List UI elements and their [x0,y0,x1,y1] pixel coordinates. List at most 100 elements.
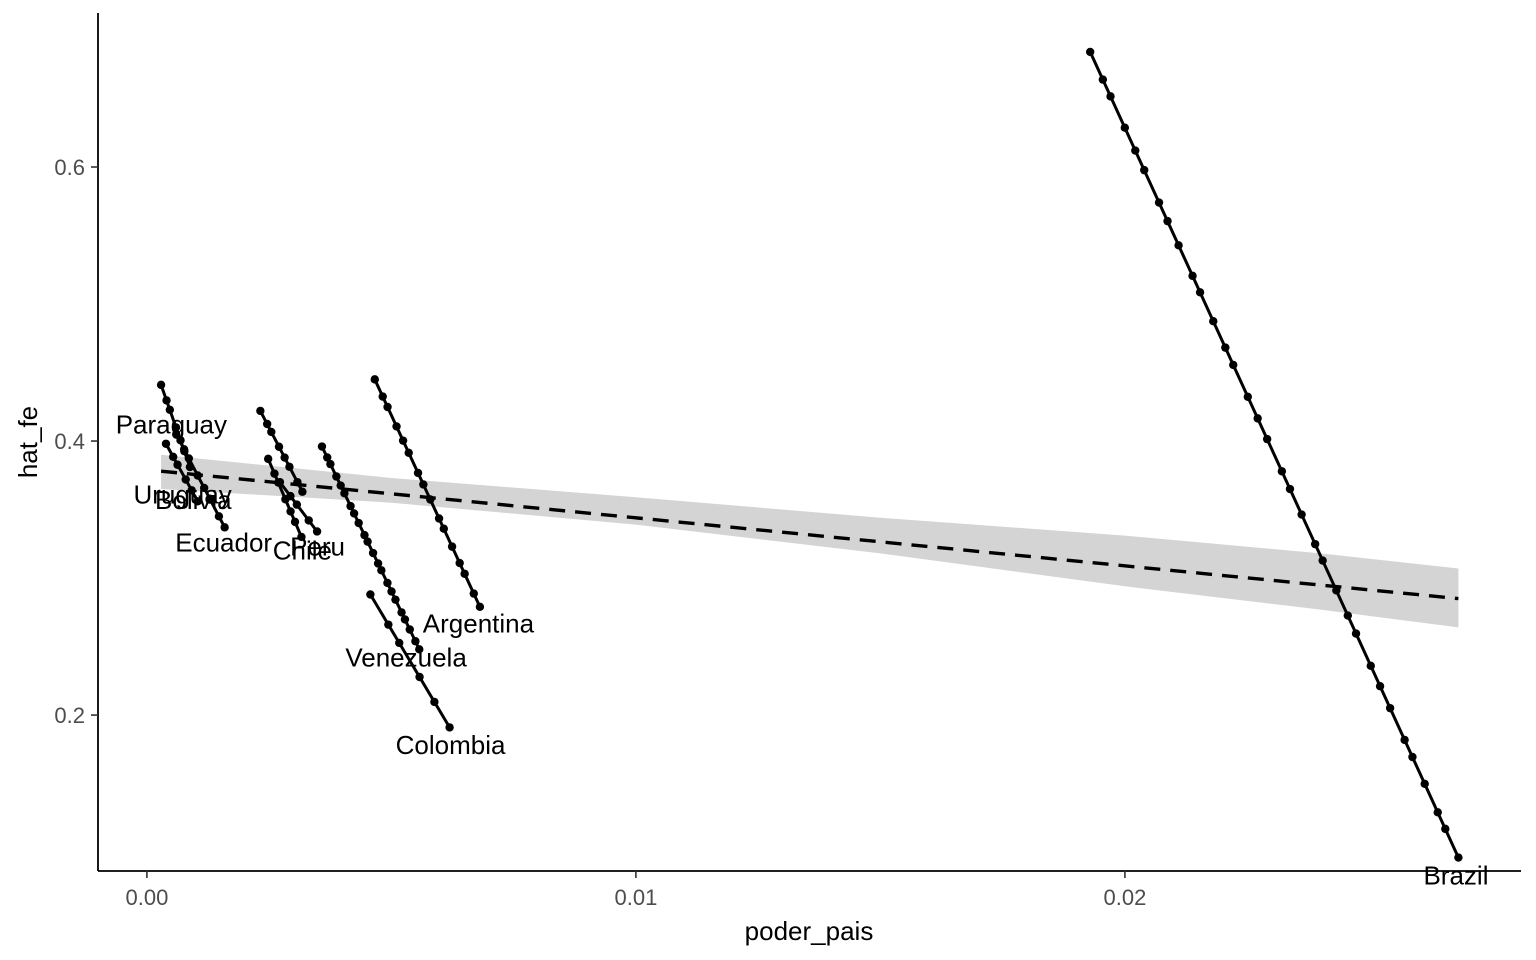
y-tick-label: 0.6 [54,155,85,180]
data-point-argentina [413,468,423,478]
data-point-venezuela [346,501,355,511]
data-point-uruguay [168,452,178,462]
data-point-brazil [1441,824,1450,834]
x-tick-label: 0.02 [1103,885,1146,910]
data-point-venezuela [405,625,414,634]
data-point-brazil [1297,510,1306,519]
data-point-venezuela [340,489,349,498]
data-point-brazil [1098,75,1108,84]
data-point-peru [312,527,322,536]
series-ecuador [256,406,307,496]
series-uruguay [161,439,202,506]
trend-line-layer [160,469,1459,601]
data-point-venezuela [397,608,406,617]
data-point-venezuela [373,559,383,568]
data-point-colombia [384,620,393,629]
data-point-bolivia [214,512,224,521]
data-point-chile [297,532,306,542]
confidence-ribbon-layer [161,454,1459,628]
data-point-brazil [1433,808,1442,817]
data-point-ecuador [262,419,272,429]
country-label-uruguay: Uruguay [133,479,231,509]
data-point-colombia [430,697,439,707]
data-point-argentina [439,524,448,533]
country-label-peru: Peru [290,532,345,562]
data-point-brazil [1163,216,1172,226]
data-point-brazil [1351,629,1361,638]
data-point-peru [292,500,302,509]
data-point-argentina [447,542,457,551]
data-point-brazil [1420,779,1429,789]
data-point-brazil [1140,165,1149,175]
data-point-argentina [455,558,464,568]
data-point-brazil [1277,467,1287,476]
data-point-venezuela [363,537,372,546]
data-point-ecuador [280,453,289,462]
series-colombia [366,590,454,732]
data-point-colombia [415,672,424,682]
data-point-argentina [383,402,392,412]
data-point-bolivia [184,454,194,463]
data-point-paraguay [171,423,181,432]
data-point-brazil [1262,434,1272,444]
data-point-venezuela [326,459,335,469]
data-point-venezuela [415,645,424,654]
data-point-argentina [404,448,413,458]
data-point-brazil [1209,316,1218,326]
data-point-paraguay [156,380,166,390]
data-point-venezuela [323,453,332,462]
series-argentina [370,375,485,612]
data-point-ecuador [298,487,307,496]
data-point-brazil [1454,853,1463,862]
data-point-brazil [1375,681,1385,691]
series-venezuela [317,442,424,654]
data-point-bolivia [172,429,181,439]
data-point-venezuela [360,530,369,540]
data-point-uruguay [181,475,190,484]
data-point-venezuela [387,587,396,596]
data-point-peru [286,491,295,501]
data-point-brazil [1154,198,1164,207]
data-point-brazil [1120,123,1130,132]
series-bolivia [172,429,229,532]
data-point-venezuela [383,578,392,588]
data-point-ecuador [256,406,265,416]
trend-line [160,469,1459,601]
series-line-argentina [373,377,482,609]
data-point-brazil [1408,752,1417,762]
data-point-peru [304,516,313,525]
data-point-paraguay [165,405,175,415]
y-axis-title: hat_fe [13,406,43,478]
data-point-brazil [1174,241,1183,250]
data-point-ecuador [267,427,276,437]
data-point-argentina [392,422,401,431]
data-point-brazil [1253,414,1262,423]
data-point-venezuela [349,509,359,518]
data-point-venezuela [368,548,378,558]
data-point-bolivia [179,445,189,454]
data-point-chile [290,517,300,527]
x-tick-label: 0.01 [614,885,657,910]
country-label-paraguay: Paraguay [116,410,227,440]
data-point-paraguay [162,396,171,405]
data-point-colombia [395,638,404,648]
x-tick-label: 0.00 [125,885,168,910]
data-point-brazil [1106,92,1115,101]
data-point-ecuador [274,442,284,451]
y-tick-label: 0.2 [54,703,85,728]
data-point-venezuela [317,442,327,451]
data-point-argentina [419,480,428,489]
country-label-ecuador: Ecuador [175,527,272,557]
data-point-colombia [445,723,454,732]
data-point-venezuela [400,615,410,624]
series-layer [156,47,1463,862]
data-point-brazil [1188,271,1197,281]
data-point-argentina [460,569,469,578]
data-point-chile [286,507,295,516]
data-point-bolivia [199,483,209,493]
data-point-bolivia [205,494,214,503]
data-point-venezuela [332,472,341,481]
data-point-venezuela [377,566,386,575]
data-point-venezuela [411,637,420,646]
x-axis-title: poder_pais [745,916,874,946]
